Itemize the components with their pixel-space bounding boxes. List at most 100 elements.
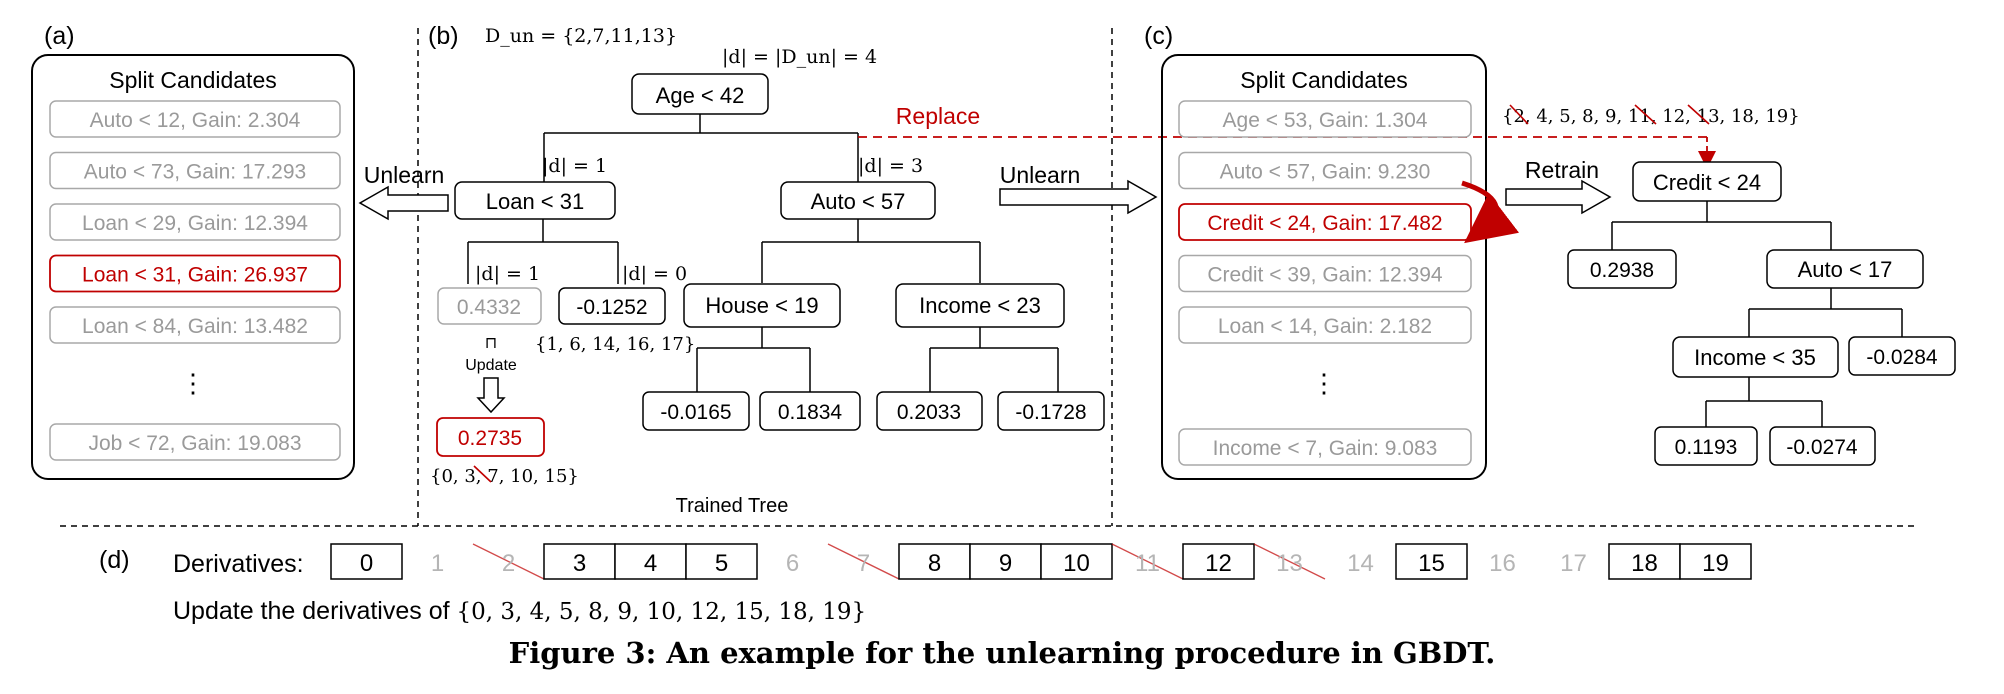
leaf-house-0-value: -0.0165: [660, 401, 731, 424]
derivative-value: 12: [1205, 550, 1232, 577]
panel-c-title: Split Candidates: [1240, 67, 1408, 93]
derivative-cell: [1608, 543, 1681, 580]
update-symbol: ⊓: [485, 335, 497, 352]
retrain-node-credit: [1632, 161, 1782, 202]
unlearn-label-a: Unlearn: [364, 162, 445, 188]
derivative-value: 10: [1063, 550, 1090, 577]
strike-11: [1634, 104, 1657, 125]
derivative-value: 2: [502, 550, 515, 577]
derivative-cell: [1040, 543, 1113, 580]
candidate-text: Loan < 31, Gain: 26.937: [82, 264, 308, 287]
retrain-leaf-auto-right: [1848, 336, 1956, 376]
derivative-value: 5: [715, 550, 728, 577]
unlearn-label-b: Unlearn: [1000, 162, 1081, 188]
leaf-income-0: [876, 391, 983, 431]
panel-a-box: [31, 54, 355, 480]
derivative-value: 13: [1276, 550, 1303, 577]
derivative-value: 19: [1702, 550, 1729, 577]
strike-7: [473, 465, 492, 483]
retrain-leaf-income-1: [1769, 426, 1876, 466]
derivative-cell: [1182, 543, 1255, 580]
strike-2: [1509, 104, 1529, 125]
candidate-text: Income < 7, Gain: 9.083: [1213, 437, 1438, 460]
leaf-income-0-value: 0.2033: [897, 401, 961, 424]
retrained-tree-edges: [1611, 201, 1903, 427]
derivative-strike: [1111, 543, 1184, 580]
leaf-house-0: [642, 391, 750, 431]
left-right-count: |d| = 0: [622, 263, 687, 285]
derivative-value: 6: [786, 550, 799, 577]
leaf-neg-value: -0.1252: [576, 296, 647, 319]
derivative-value: 11: [1135, 550, 1160, 577]
unlearn-arrow-a: [358, 185, 449, 221]
tree-node-auto-label: Auto < 57: [811, 189, 906, 214]
tree-node-house: [683, 283, 841, 328]
retrain-leaf-income-1-value: -0.0274: [1786, 436, 1858, 459]
derivative-cell: [1395, 543, 1468, 580]
candidate-text: Age < 53, Gain: 1.304: [1223, 109, 1428, 132]
candidate-text: Loan < 14, Gain: 2.182: [1218, 315, 1432, 338]
retrain-node-auto: [1766, 249, 1924, 289]
tree-node-loan-label: Loan < 31: [486, 189, 584, 214]
derivative-cell: [685, 543, 758, 580]
leaf-new-value: 0.2735: [458, 427, 522, 450]
candidate-box: [49, 423, 341, 461]
candidate-text: Auto < 12, Gain: 2.304: [90, 109, 301, 132]
leaf-income-1: [997, 391, 1105, 431]
candidate-text: Auto < 73, Gain: 17.293: [84, 161, 306, 184]
candidate-text: Credit < 24, Gain: 17.482: [1207, 212, 1442, 235]
candidate-box-selected: [49, 254, 341, 293]
candidate-box: [49, 203, 341, 241]
retrain-label: Retrain: [1525, 157, 1599, 183]
derivative-value: 14: [1347, 550, 1374, 577]
dun-set: D_un = {2,7,11,13}: [485, 25, 677, 47]
unlearn-arrow-b: [999, 179, 1158, 215]
leaf-new-set: {0, 3, 7, 10, 15}: [430, 466, 579, 487]
derivative-value: 1: [431, 550, 444, 577]
candidate-text: Auto < 57, Gain: 9.230: [1220, 161, 1431, 184]
derivative-cell: [1679, 543, 1752, 580]
left-count: |d| = 1: [542, 155, 607, 177]
derivatives-label: Derivatives:: [173, 550, 304, 578]
derivative-cells: 0 1 2 3 4 5 6 7 8 9 10 11 12 13 14 15 16 17 18 19: [330, 543, 1752, 580]
tree-node-loan: [454, 181, 616, 220]
root-count: |d| = |D_un| = 4: [722, 46, 877, 68]
panel-c-box: [1161, 54, 1487, 480]
left-left-count: |d| = 1: [475, 263, 540, 285]
candidate-text: Job < 72, Gain: 19.083: [88, 432, 301, 455]
ellipsis-c: ⋮: [1311, 368, 1337, 398]
derivative-strike: [827, 543, 900, 580]
retrain-node-credit-label: Credit < 24: [1653, 170, 1761, 195]
trained-tree-caption: Trained Tree: [676, 495, 789, 517]
tree-node-auto: [780, 181, 936, 220]
update-arrow-icon: [476, 377, 506, 414]
curved-red-arrow: [1461, 180, 1520, 244]
unlearning-diagram: (a) Split Candidates Auto < 12, Gain: 2.…: [31, 22, 1956, 625]
candidate-box: [1178, 306, 1472, 344]
retrain-leaf-auto-right-value: -0.0284: [1866, 346, 1938, 369]
tree-node-root: [631, 73, 769, 115]
panel-a-title: Split Candidates: [109, 67, 277, 93]
candidate-box: [1178, 254, 1472, 293]
candidate-box: [1178, 151, 1472, 190]
tree-node-root-label: Age < 42: [656, 83, 745, 108]
strike-13: [1687, 104, 1710, 125]
derivative-value: 18: [1631, 550, 1658, 577]
derivative-value: 0: [360, 550, 373, 577]
candidate-box: [1178, 100, 1472, 138]
candidate-text: Credit < 39, Gain: 12.394: [1207, 264, 1443, 287]
retrain-set: {2, 4, 5, 8, 9, 11, 12, 13, 18, 19}: [1502, 106, 1800, 127]
candidate-box: [49, 306, 341, 344]
replace-label: Replace: [896, 103, 980, 129]
derivative-strike: [1253, 543, 1326, 580]
update-derivatives-text: Update the derivatives of {0, 3, 4, 5, 8…: [173, 597, 866, 625]
candidate-text: Loan < 29, Gain: 12.394: [82, 212, 308, 235]
candidate-box: [49, 151, 341, 190]
leaf-house-1: [759, 391, 861, 431]
leaf-old-value: 0.4332: [457, 296, 521, 319]
derivative-value: 9: [999, 550, 1012, 577]
right-count: |d| = 3: [858, 155, 923, 177]
ellipsis-a: ⋮: [180, 368, 206, 398]
derivative-value: 4: [644, 550, 657, 577]
tree-node-house-label: House < 19: [705, 293, 818, 318]
